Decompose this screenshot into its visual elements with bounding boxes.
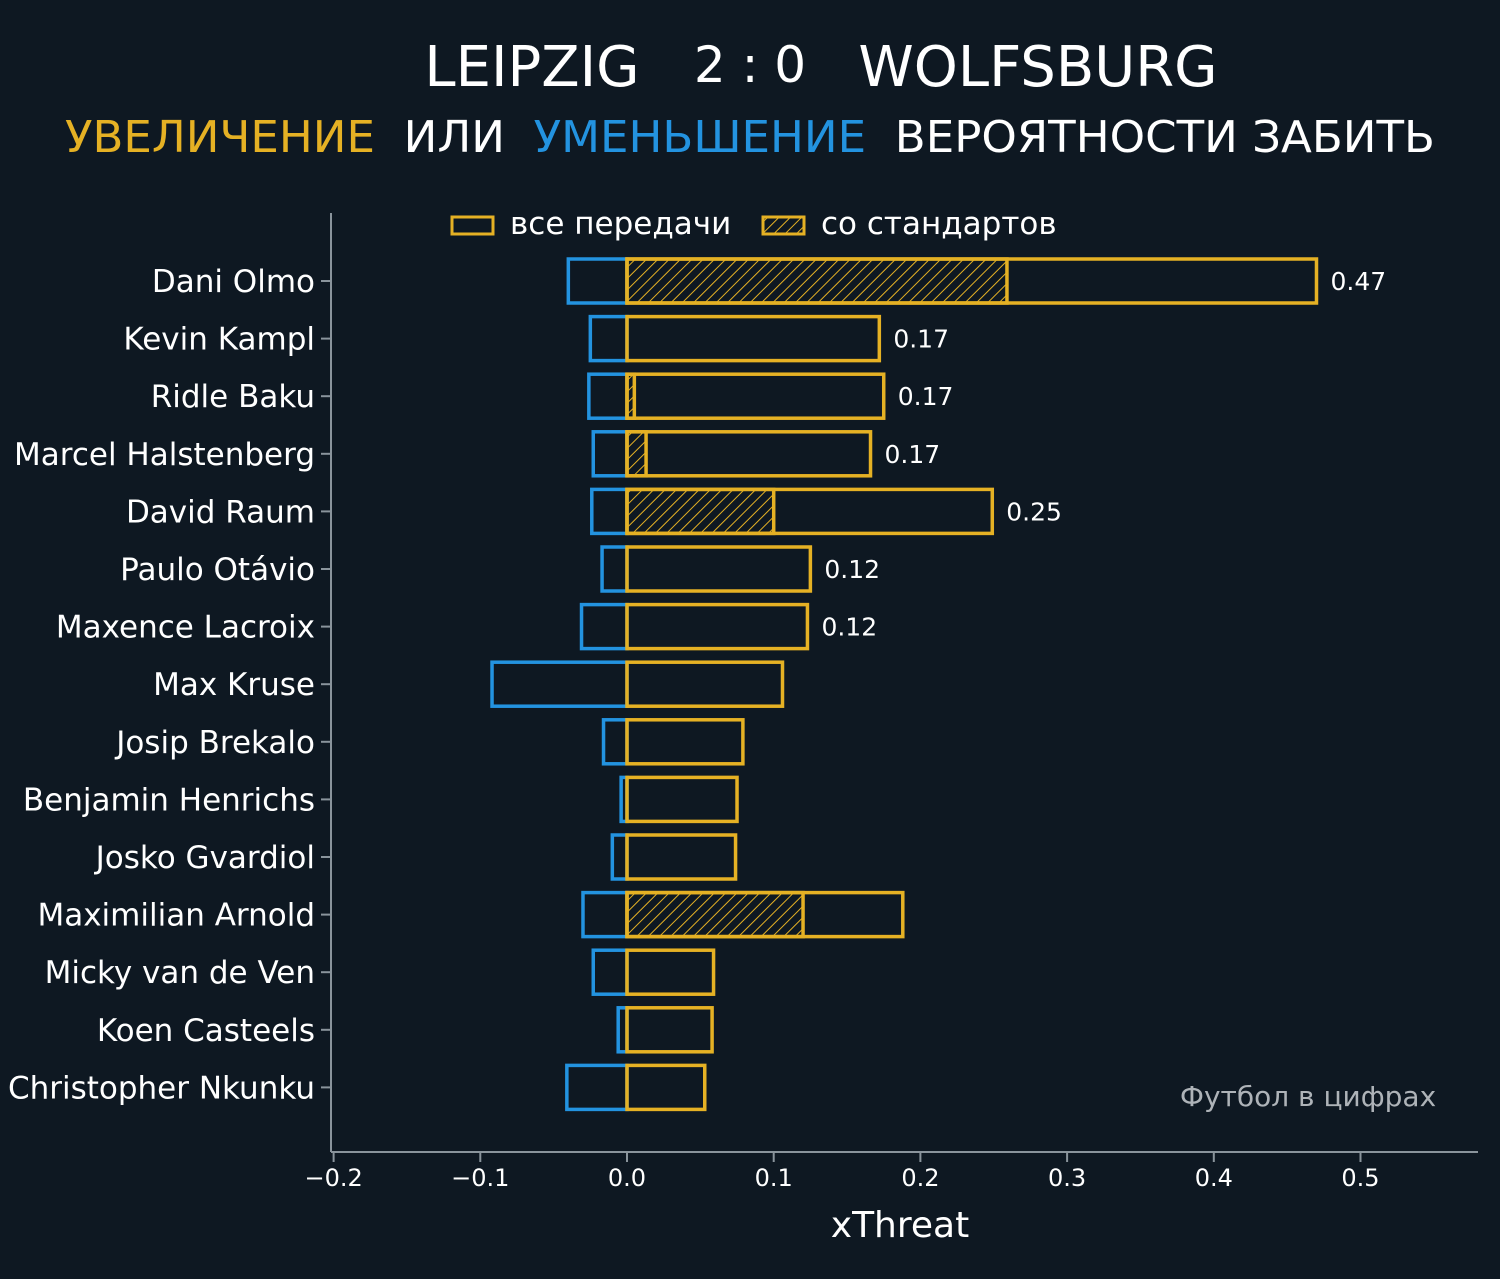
y-tick-label: Max Kruse <box>153 667 315 703</box>
x-tick-label: 0.3 <box>1048 1164 1086 1192</box>
bar-set-pieces <box>625 487 776 536</box>
x-axis-label: xThreat <box>831 1205 969 1246</box>
y-tick-label: Josip Brekalo <box>114 725 315 761</box>
bar-decrease <box>600 545 629 593</box>
bar-all-passes <box>625 660 785 708</box>
subtitle-rest: ВЕРОЯТНОСТИ ЗАБИТЬ <box>895 112 1435 163</box>
bar-decrease <box>581 890 629 939</box>
bar-all-passes <box>625 1063 707 1112</box>
bar-decrease <box>587 372 629 420</box>
bar-decrease <box>566 257 629 305</box>
legend-label-set-pieces: со стандартов <box>821 206 1057 242</box>
subtitle-increase: УВЕЛИЧЕНИЕ <box>65 112 375 163</box>
bar-all-passes <box>625 372 886 420</box>
bar-value-label: 0.25 <box>1006 497 1062 526</box>
y-tick-label: Koen Casteels <box>97 1013 315 1049</box>
bar-all-passes <box>625 545 813 593</box>
bar-all-passes <box>625 890 905 939</box>
bar-value-label: 0.17 <box>885 440 941 469</box>
y-tick-label: Christopher Nkunku <box>8 1070 315 1106</box>
legend: все передачи со стандартов <box>450 206 1057 242</box>
x-tick-label: −0.2 <box>304 1164 362 1192</box>
x-tick-label: 0.4 <box>1195 1164 1233 1192</box>
y-axis: Dani Olmo Kevin Kampl Ridle Baku Marcel Hal… <box>8 264 331 1106</box>
x-axis: −0.2 −0.1 0.0 0.1 0.2 0.3 0.4 0.5 <box>304 1152 1380 1192</box>
bar-all-passes <box>625 718 745 766</box>
y-tick-label: Marcel Halstenberg <box>14 437 315 473</box>
bar-decrease <box>591 948 629 996</box>
bar-set-pieces <box>625 257 1009 305</box>
subtitle-decrease: УМЕНЬШЕНИЕ <box>534 112 866 163</box>
y-tick-label: Ridle Baku <box>151 379 315 415</box>
bar-value-label: 0.12 <box>824 555 880 584</box>
legend-label-all-passes: все передачи <box>510 206 731 242</box>
y-tick-label: David Raum <box>126 494 315 530</box>
y-tick-label: Dani Olmo <box>152 264 315 300</box>
watermark: Футбол в цифрах <box>1180 1080 1436 1113</box>
bar-all-passes <box>625 430 873 478</box>
y-tick-label: Micky van de Ven <box>45 955 315 991</box>
y-tick-label: Benjamin Henrichs <box>23 782 315 818</box>
bar-value-label: 0.47 <box>1330 267 1386 296</box>
bar-decrease <box>565 1063 629 1112</box>
x-tick-label: 0.5 <box>1341 1164 1379 1192</box>
bar-all-passes <box>625 487 995 536</box>
bar-all-passes <box>625 833 738 881</box>
y-tick-label: Paulo Otávio <box>120 552 315 588</box>
bar-all-passes <box>625 948 716 996</box>
title-away-team: WOLFSBURG <box>858 35 1217 100</box>
title-score: 2 : 0 <box>694 36 806 94</box>
bar-all-passes <box>625 1006 714 1054</box>
bar-all-passes <box>625 314 882 363</box>
bar-value-label: 0.17 <box>893 325 949 354</box>
y-tick-label: Maxence Lacroix <box>56 610 315 646</box>
y-tick-label: Maximilian Arnold <box>37 898 315 934</box>
x-tick-label: 0.0 <box>608 1164 646 1192</box>
title-home-team: LEIPZIG <box>424 35 639 100</box>
bar-decrease <box>490 660 629 708</box>
bar-all-passes <box>625 602 810 651</box>
bar-value-label: 0.12 <box>821 613 877 642</box>
x-tick-label: −0.1 <box>451 1164 509 1192</box>
x-tick-label: 0.2 <box>901 1164 939 1192</box>
bar-set-pieces <box>625 890 805 939</box>
legend-swatch-set-pieces <box>761 215 806 236</box>
bar-decrease <box>591 430 629 478</box>
bar-decrease <box>579 602 629 651</box>
bar-decrease <box>588 314 629 363</box>
subtitle: УВЕЛИЧЕНИЕ ИЛИ УМЕНЬШЕНИЕ ВЕРОЯТНОСТИ ЗА… <box>65 112 1435 163</box>
bars-layer: 0.47 0.17 0.17 0.17 0.25 0.12 0.12 <box>490 257 1386 1112</box>
bar-set-pieces <box>625 430 648 478</box>
bar-decrease <box>590 487 629 536</box>
bar-all-passes <box>625 257 1319 305</box>
subtitle-or: ИЛИ <box>404 112 505 163</box>
bar-decrease <box>601 718 629 766</box>
bar-all-passes <box>625 775 739 824</box>
y-tick-label: Josko Gvardiol <box>94 840 315 876</box>
legend-swatch-all-passes <box>450 215 495 236</box>
bar-value-label: 0.17 <box>898 382 954 411</box>
x-tick-label: 0.1 <box>755 1164 793 1192</box>
y-tick-label: Kevin Kampl <box>123 322 315 358</box>
bar-decrease <box>610 833 629 881</box>
